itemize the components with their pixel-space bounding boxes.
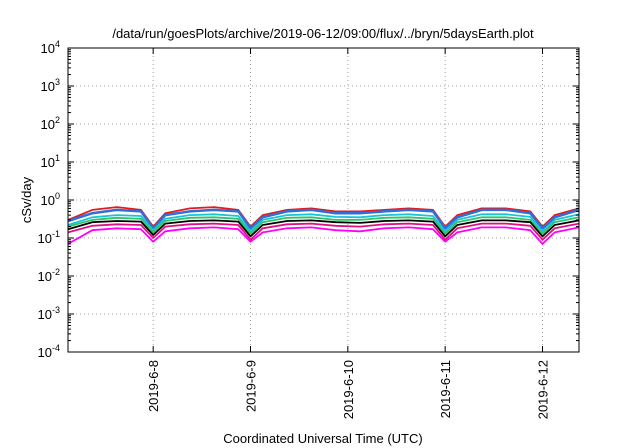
x-axis-label: Coordinated Universal Time (UTC)	[223, 431, 422, 446]
y-tick-label: 104	[41, 39, 60, 56]
y-tick-label: 10-1	[38, 229, 60, 246]
y-axis-label: cSv/day	[19, 176, 34, 223]
x-tick-label: 2019-6-8	[146, 360, 161, 412]
y-tick-label: 101	[41, 153, 60, 170]
chart-title: /data/run/goesPlots/archive/2019-06-12/0…	[112, 26, 534, 41]
y-tick-label: 10-2	[38, 267, 60, 284]
series-line	[67, 226, 580, 245]
series-line	[67, 216, 580, 235]
series-line	[67, 219, 580, 238]
y-tick-label: 10-4	[38, 343, 60, 360]
grid	[68, 48, 579, 352]
x-tick-label: 2019-6-10	[341, 360, 356, 419]
x-tick-label: 2019-6-11	[438, 360, 453, 418]
y-tick-label: 102	[41, 115, 60, 132]
series-line	[67, 208, 580, 230]
series-line	[67, 222, 580, 241]
plot-frame	[67, 47, 580, 353]
y-tick-label: 10-3	[38, 305, 60, 322]
axes: 10-4 10-3 10-2 10-1 100 101 102 103 104 2019-6-8 2…	[38, 39, 580, 419]
x-tick-label: 2019-6-12	[536, 360, 551, 419]
series-group	[67, 206, 580, 245]
series-line	[67, 213, 580, 233]
x-tick-label: 2019-6-9	[244, 360, 259, 412]
y-tick-label: 103	[41, 77, 60, 94]
y-tick-label: 100	[41, 191, 60, 208]
